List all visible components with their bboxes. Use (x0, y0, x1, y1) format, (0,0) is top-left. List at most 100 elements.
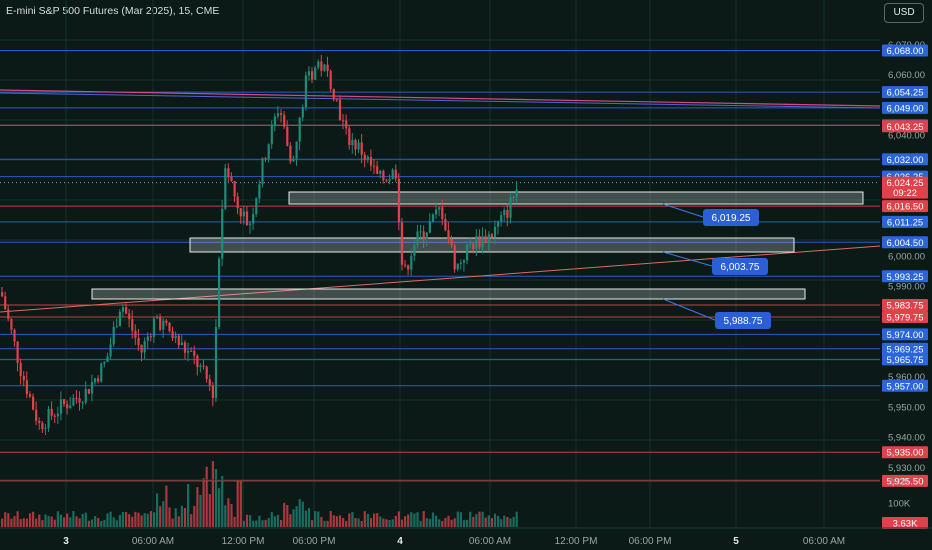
volume-bar (276, 514, 280, 527)
candle-body (81, 402, 84, 404)
candle-body (165, 320, 168, 323)
volume-bar (146, 513, 149, 527)
volume-bar (128, 514, 131, 527)
candle-body (146, 336, 149, 342)
candle-body (373, 165, 376, 167)
candle-body (202, 365, 205, 367)
volume-bar (112, 517, 115, 527)
callout-box[interactable] (712, 258, 768, 275)
candle-body (233, 180, 236, 197)
candle-body (342, 120, 345, 122)
candle-body (66, 404, 69, 409)
candle-body (72, 397, 75, 406)
candle-body (438, 207, 441, 210)
volume-bar (323, 520, 326, 527)
volume-bar (509, 518, 512, 527)
volume-bar (90, 519, 94, 527)
candle-body (394, 169, 397, 179)
candle-body (490, 234, 493, 238)
time-tick: 06:00 AM (469, 536, 511, 547)
candle-body (466, 244, 469, 261)
volume-bar (199, 494, 202, 527)
candle-body (152, 318, 156, 337)
candle-body (121, 307, 125, 312)
time-tick: 06:00 PM (629, 536, 672, 547)
candle-body (159, 317, 162, 330)
volume-bar (171, 518, 174, 527)
volume-value-label: 3.63K (893, 519, 918, 530)
volume-bar (4, 512, 7, 527)
volume-bar (332, 515, 335, 527)
volume-bar (295, 506, 298, 527)
candle-body (388, 178, 391, 182)
trend-line-lower[interactable] (0, 245, 881, 313)
volume-bar (59, 514, 63, 527)
price-zone[interactable] (91, 288, 806, 300)
candle-body (419, 231, 422, 233)
candle-body (63, 399, 66, 405)
volume-bar (385, 519, 388, 527)
volume-bar (249, 515, 252, 527)
candle-body (221, 208, 224, 259)
callout-text: 5,988.75 (724, 316, 763, 327)
candle-body (459, 262, 462, 264)
volume-bar (100, 520, 103, 527)
candle-body (140, 345, 143, 353)
volume-bar (456, 511, 459, 527)
volume-bar (388, 519, 391, 527)
volume-bar (301, 501, 304, 527)
blue-price-label: 6,004.50 (887, 238, 924, 249)
candle-body (106, 356, 109, 362)
volume-bar (221, 475, 224, 527)
candle-body (90, 382, 94, 394)
volume-bar (283, 502, 286, 527)
volume-bar (397, 511, 400, 527)
volume-bar (78, 518, 81, 527)
volume-bar (459, 512, 462, 527)
volume-bar (44, 514, 47, 527)
volume-bar (28, 513, 32, 527)
candle-body (211, 385, 214, 398)
volume-bar (245, 514, 249, 527)
volume-bar (428, 518, 431, 527)
volume-bar (425, 518, 428, 527)
candle-body (137, 337, 140, 346)
volume-bar (69, 517, 72, 527)
volume-bar (165, 485, 168, 527)
callout-box[interactable] (703, 209, 759, 226)
blue-price-label: 6,054.25 (887, 88, 924, 99)
volume-bar (149, 511, 152, 527)
candle-body (143, 341, 146, 353)
red-price-label: 5,983.75 (887, 300, 924, 311)
candle-body (97, 378, 100, 382)
candle-body (180, 342, 183, 346)
blue-price-label-bg (882, 236, 928, 249)
price-tick: 5,960.00 (888, 372, 925, 383)
volume-bar (416, 512, 419, 527)
candle-body (348, 128, 351, 146)
volume-bar (187, 484, 190, 527)
time-tick: 12:00 PM (555, 536, 598, 547)
volume-bar (382, 518, 385, 527)
price-zone[interactable] (189, 237, 795, 253)
candle-body (512, 197, 515, 199)
trend-line-upper[interactable] (0, 89, 881, 107)
trend-line-upper-blue[interactable] (0, 92, 881, 109)
candle-body (205, 366, 208, 380)
volume-bar (394, 515, 397, 527)
time-tick: 4 (397, 536, 403, 547)
candle-body (444, 219, 447, 231)
volume-bar (205, 466, 208, 527)
candle-body (168, 322, 171, 332)
callout-leader (662, 251, 713, 267)
volume-bar (289, 514, 292, 527)
candle-body (422, 231, 425, 240)
callout-box[interactable] (715, 312, 771, 329)
currency-button[interactable]: USD (884, 3, 924, 23)
price-zone[interactable] (288, 191, 864, 205)
candle-body (56, 413, 59, 417)
candle-body (255, 198, 258, 214)
countdown-label: 09:22 (893, 188, 917, 199)
volume-bar (329, 511, 332, 527)
